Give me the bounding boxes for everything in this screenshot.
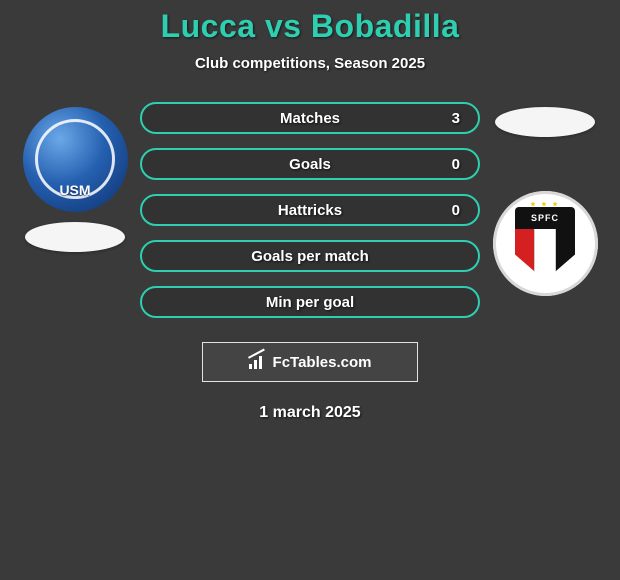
right-player-column: ★ ★ ★ SPFC	[490, 102, 600, 306]
subtitle: Club competitions, Season 2025	[0, 55, 620, 72]
left-flag-icon	[25, 222, 125, 252]
stars-icon: ★ ★ ★	[530, 201, 559, 208]
stat-row-goals: Goals 0	[140, 148, 480, 180]
stripe-black	[556, 229, 575, 281]
stat-right-value: 0	[452, 156, 460, 173]
stat-label: Min per goal	[266, 294, 354, 311]
spfc-body	[515, 229, 575, 281]
date-text: 1 march 2025	[0, 404, 620, 422]
stat-row-hattricks: Hattricks 0	[140, 194, 480, 226]
stripe-white	[534, 229, 555, 281]
stat-label: Matches	[280, 110, 340, 127]
stat-right-value: 0	[452, 202, 460, 219]
spfc-shield-icon: ★ ★ ★ SPFC	[515, 207, 575, 281]
spfc-top: ★ ★ ★ SPFC	[515, 207, 575, 229]
left-player-column	[20, 102, 130, 252]
stat-label: Goals per match	[251, 248, 369, 265]
page-title: Lucca vs Bobadilla	[0, 8, 620, 45]
right-flag-icon	[495, 107, 595, 137]
left-club-logo	[23, 107, 128, 212]
logo-ring-icon	[35, 119, 115, 199]
spfc-text: SPFC	[531, 213, 559, 223]
stat-right-value: 3	[452, 110, 460, 127]
watermark[interactable]: FcTables.com	[202, 342, 418, 382]
stat-label: Goals	[289, 156, 331, 173]
watermark-text: FcTables.com	[273, 354, 372, 371]
main-row: Matches 3 Goals 0 Hattricks 0 Goals per …	[0, 102, 620, 318]
stat-row-matches: Matches 3	[140, 102, 480, 134]
stat-row-min-per-goal: Min per goal	[140, 286, 480, 318]
right-club-logo: ★ ★ ★ SPFC	[493, 191, 598, 296]
stat-row-goals-per-match: Goals per match	[140, 240, 480, 272]
stripe-red	[515, 229, 534, 281]
chart-icon	[249, 355, 267, 369]
comparison-card: Lucca vs Bobadilla Club competitions, Se…	[0, 0, 620, 422]
stats-column: Matches 3 Goals 0 Hattricks 0 Goals per …	[140, 102, 480, 318]
stat-label: Hattricks	[278, 202, 342, 219]
